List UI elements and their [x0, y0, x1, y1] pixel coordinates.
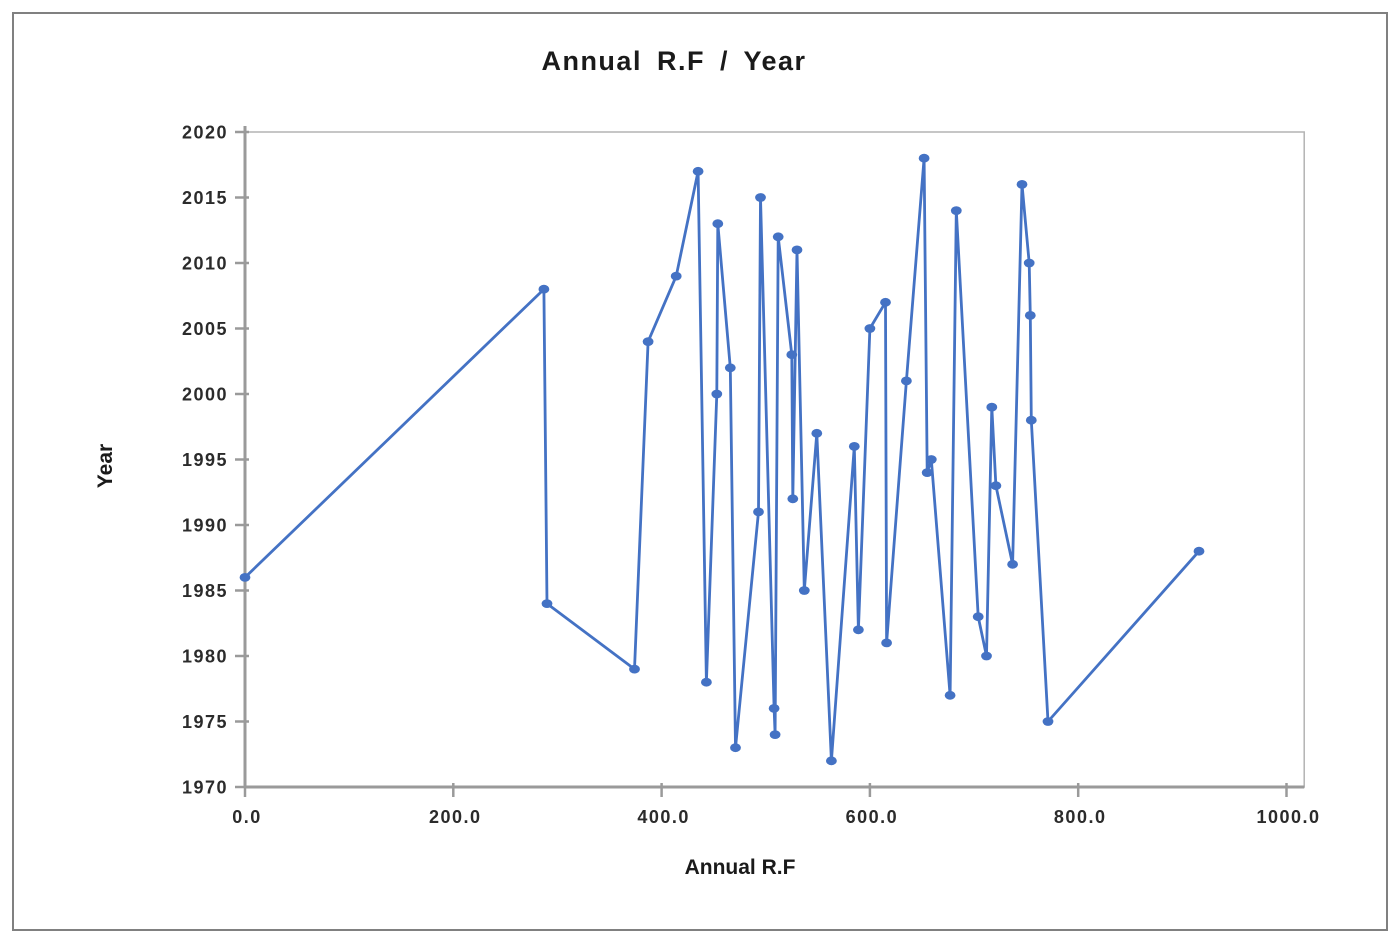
x-tick-label: 600.0: [846, 807, 899, 827]
data-point: [811, 428, 823, 438]
data-point: [1016, 180, 1028, 189]
chart-title: Annual R.F / Year: [541, 46, 807, 76]
y-tick-label: 2000: [182, 385, 228, 405]
data-point: [925, 455, 937, 464]
data-point: [772, 232, 784, 242]
data-point: [712, 219, 724, 229]
data-point: [755, 193, 766, 202]
x-tick-label: 800.0: [1054, 807, 1107, 827]
y-tick-label: 1990: [182, 516, 228, 536]
data-point: [944, 690, 956, 700]
data-point: [981, 651, 992, 661]
data-point: [670, 271, 682, 281]
data-point: [786, 350, 798, 360]
y-tick-label: 2010: [182, 254, 228, 274]
plot-area: 1970 1975 1980 1985 1990 1995 2000 2005 2010 2015…: [182, 123, 1320, 828]
y-tick-label: 1980: [182, 647, 228, 667]
data-point: [826, 756, 837, 766]
data-point: [990, 481, 1002, 491]
data-point: [1193, 546, 1205, 556]
data-line: [243, 156, 1201, 763]
y-tick-label: 1995: [182, 450, 228, 470]
data-point: [798, 586, 810, 595]
data-point: [986, 402, 998, 412]
data-point: [853, 625, 864, 635]
data-point: [1042, 717, 1054, 726]
data-point: [972, 612, 984, 622]
data-point: [724, 363, 736, 373]
data-point: [1023, 258, 1035, 268]
data-point: [538, 284, 550, 294]
data-point: [1025, 415, 1037, 425]
data-point: [881, 638, 892, 648]
x-tick-label: 400.0: [637, 807, 690, 827]
data-point: [541, 599, 553, 608]
data-point: [1024, 311, 1036, 320]
data-point: [918, 153, 930, 163]
data-point: [880, 297, 891, 307]
data-point: [1007, 559, 1018, 569]
data-point: [642, 337, 654, 346]
x-tick-label: 0.0: [232, 807, 262, 827]
x-tick-label: 200.0: [429, 807, 482, 827]
data-point: [921, 468, 933, 477]
data-point: [629, 664, 640, 674]
x-tick-label: 1000.0: [1256, 807, 1320, 827]
data-point: [901, 376, 912, 386]
data-point: [753, 507, 764, 517]
y-tick-label: 1970: [182, 778, 228, 798]
data-point: [848, 442, 860, 451]
data-point: [701, 677, 712, 687]
data-point: [768, 704, 780, 713]
data-point: [787, 494, 799, 504]
data-point: [239, 573, 251, 582]
data-point: [769, 730, 781, 739]
data-point: [711, 389, 723, 399]
data-point: [730, 743, 741, 753]
y-tick-label: 2015: [182, 188, 228, 208]
x-axis-title: Annual R.F: [684, 856, 796, 879]
data-point: [864, 324, 876, 333]
y-tick-label: 1975: [182, 712, 228, 732]
chart-figure: Annual R.F / Year Year Annual R.F 1970 19…: [12, 12, 1388, 931]
data-point: [791, 245, 803, 255]
y-tick-label: 2005: [182, 319, 228, 339]
data-point: [950, 206, 962, 216]
y-tick-label: 2020: [182, 123, 228, 143]
data-point: [692, 166, 704, 176]
y-tick-label: 1985: [182, 581, 228, 601]
